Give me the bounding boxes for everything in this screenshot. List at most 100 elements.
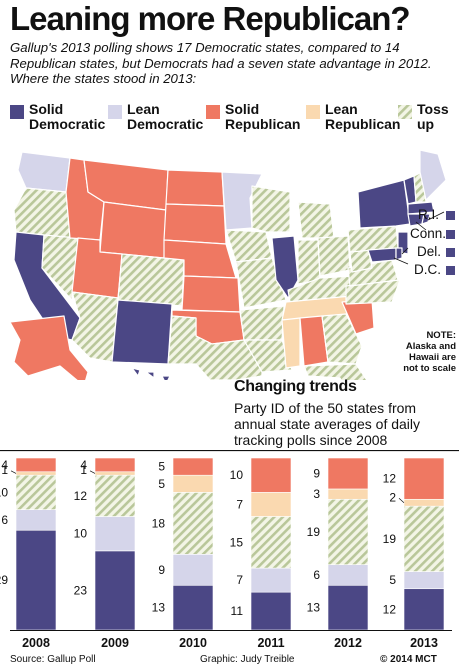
- state-alaska: [9, 315, 89, 380]
- legend-label: Lean Republican: [325, 101, 401, 132]
- segment-value-label: 10: [230, 468, 244, 482]
- year-label: 2013: [410, 636, 438, 650]
- segment-value-label: 19: [383, 532, 397, 546]
- bar-segment-solid-democratic: [172, 584, 214, 631]
- subtitle: Gallup's 2013 polling shows 17 Democrati…: [10, 40, 432, 86]
- state-maine: [419, 149, 447, 201]
- changing-trends-subtitle: Party ID of the 50 states from annual st…: [234, 400, 421, 448]
- segment-value-label: 7: [236, 497, 243, 511]
- segment-value-label: 6: [1, 513, 8, 527]
- segment-value-label: 13: [152, 601, 166, 615]
- state-arkansas: [239, 305, 285, 341]
- leader-line-dc: [393, 257, 409, 265]
- bar-segment-lean-democratic: [172, 554, 214, 586]
- state-colorado: [117, 253, 185, 307]
- bar-segment-toss-up: [403, 505, 445, 572]
- state-oregon: [13, 187, 71, 239]
- source-credit: Source: Gallup Poll: [10, 654, 96, 665]
- bar-segment-solid-democratic: [250, 591, 292, 631]
- year-label: 2011: [257, 636, 284, 650]
- graphic-credit: Graphic: Judy Treible: [200, 654, 295, 665]
- bar-segment-lean-republican: [403, 498, 445, 507]
- segment-value-label: 12: [74, 489, 88, 503]
- bar-segment-solid-republican: [94, 457, 136, 473]
- segment-value-label: 1: [80, 463, 87, 477]
- year-label: 2010: [179, 636, 207, 650]
- segment-value-label: 5: [158, 477, 165, 491]
- segment-value-label: 6: [313, 568, 320, 582]
- label-ri: R.I.: [418, 207, 440, 222]
- segment-value-label: 29: [0, 573, 8, 587]
- segment-value-label: 12: [383, 472, 397, 486]
- bar-segment-lean-democratic: [94, 516, 136, 552]
- page-title: Leaning more Republican?: [10, 0, 411, 37]
- segment-value-label: 5: [389, 573, 396, 587]
- segment-value-label: 15: [230, 535, 244, 549]
- legend-label: Solid Democratic: [29, 101, 106, 132]
- bar-segment-lean-democratic: [327, 564, 369, 586]
- bar-segment-solid-republican: [172, 457, 214, 476]
- segment-value-label: 9: [313, 466, 320, 480]
- state-north-dakota: [165, 169, 225, 207]
- segment-value-label: 13: [307, 601, 321, 615]
- leader-line-ri: [427, 211, 445, 221]
- bar-segment-toss-up: [15, 474, 57, 510]
- label-dc: D.C.: [414, 262, 441, 277]
- swatch-ri: [446, 211, 455, 220]
- copyright: © 2014 MCT: [380, 654, 437, 665]
- year-label: 2009: [101, 636, 129, 650]
- state-new-york: [357, 179, 411, 229]
- state-florida: [303, 363, 368, 380]
- bar-segment-solid-democratic: [15, 529, 57, 631]
- state-wyoming: [99, 201, 167, 259]
- segment-value-label: 10: [0, 485, 8, 499]
- label-del: Del.: [417, 244, 442, 259]
- legend-swatch: [306, 105, 320, 119]
- bar-segment-solid-democratic: [94, 550, 136, 631]
- segment-value-label: 5: [158, 460, 165, 474]
- leader-line-conn: [415, 221, 427, 231]
- swatch-del: [446, 248, 455, 257]
- state-wisconsin: [251, 185, 291, 233]
- alaska-hawaii-note: NOTE: Alaska and Hawaii are not to scale: [403, 330, 456, 374]
- state-louisiana: [243, 339, 293, 373]
- bar-segment-toss-up: [94, 474, 136, 517]
- year-label: 2012: [334, 636, 362, 650]
- segment-leader-line: [89, 470, 96, 474]
- state-mississippi: [281, 317, 301, 369]
- bar-segment-lean-republican: [250, 492, 292, 517]
- segment-value-label: 1: [1, 463, 8, 477]
- segment-value-label: 3: [313, 487, 320, 501]
- changing-trends-title: Changing trends: [234, 378, 357, 395]
- us-map: [9, 149, 447, 380]
- state-washington: [17, 151, 71, 193]
- legend-swatch: [206, 105, 220, 119]
- bar-segment-lean-republican: [15, 471, 57, 476]
- state-indiana: [297, 239, 321, 285]
- segment-value-label: 23: [74, 583, 88, 597]
- segment-value-label: 2: [389, 490, 396, 504]
- segment-value-label: 9: [158, 563, 165, 577]
- state-new-mexico: [111, 299, 173, 365]
- segment-value-label: 12: [383, 602, 397, 616]
- bar-segment-solid-democratic: [403, 588, 445, 631]
- legend-label: Solid Republican: [225, 101, 301, 132]
- leader-line-del: [401, 247, 409, 255]
- state-kansas: [181, 275, 241, 313]
- legend-label: Toss up: [417, 101, 449, 132]
- segment-leader-line: [398, 498, 405, 503]
- state-nevada: [41, 234, 79, 301]
- bar-segment-lean-democratic: [250, 567, 292, 593]
- segment-value-label: 7: [236, 573, 243, 587]
- legend-label: Lean Democratic: [127, 101, 204, 132]
- segment-value-label: 11: [231, 604, 244, 618]
- state-missouri: [235, 257, 287, 309]
- segment-value-label: 4: [80, 458, 87, 472]
- bar-segment-solid-republican: [15, 457, 57, 473]
- bar-segment-solid-republican: [403, 457, 445, 500]
- state-south-dakota: [163, 203, 227, 245]
- state-georgia: [321, 313, 363, 365]
- bar-segment-lean-democratic: [403, 571, 445, 590]
- segment-leader-line: [10, 470, 17, 474]
- bar-segment-lean-republican: [327, 488, 369, 500]
